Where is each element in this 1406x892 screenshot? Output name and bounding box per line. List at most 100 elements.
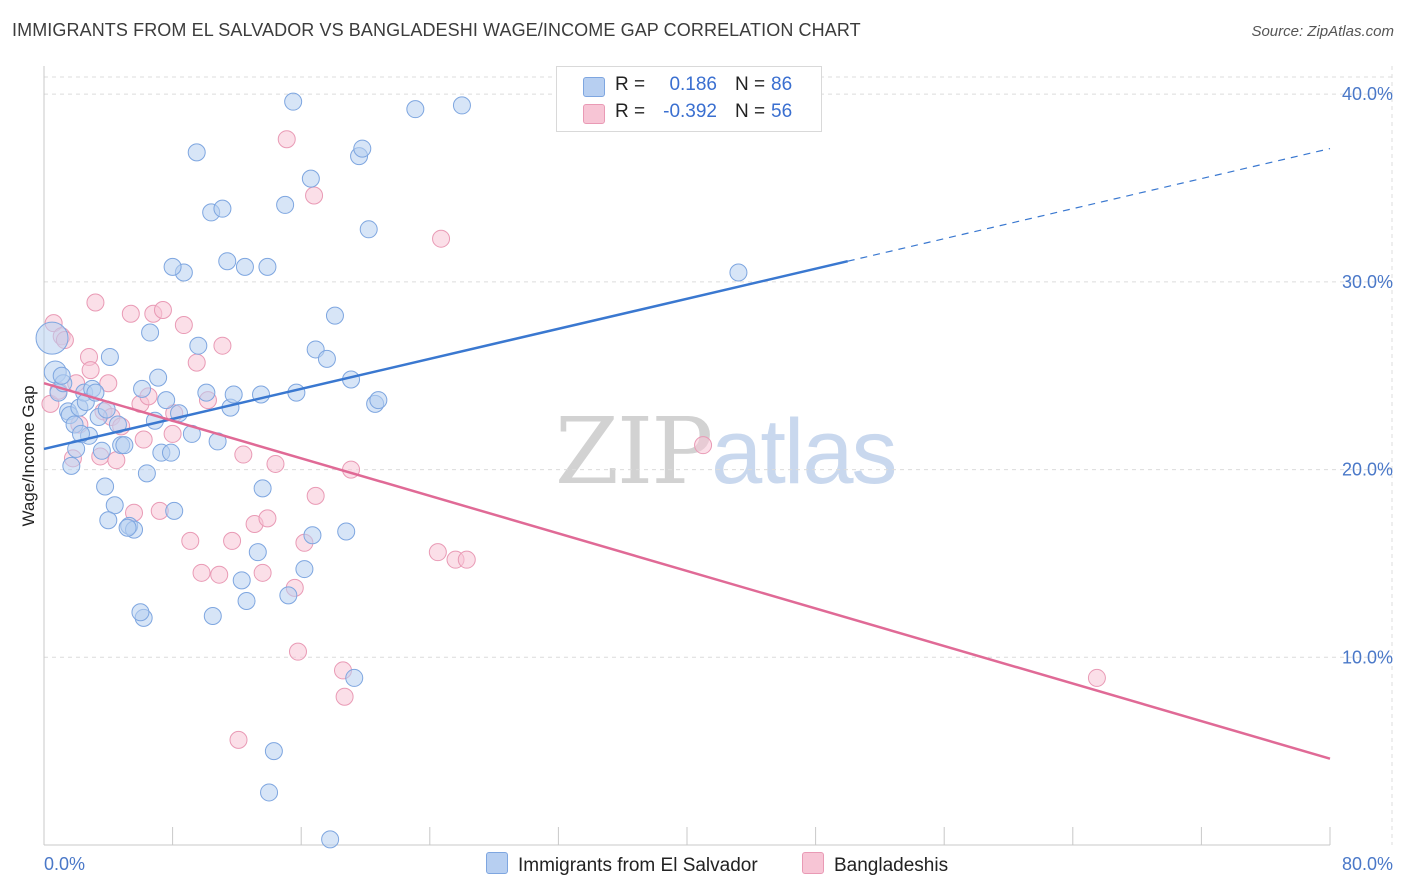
data-point-el-salvador [187, 143, 206, 162]
axes [43, 66, 1331, 846]
data-point-bangladeshis [163, 424, 182, 443]
data-point-el-salvador [248, 543, 267, 562]
data-point-bangladeshis [174, 316, 193, 335]
data-point-bangladeshis [234, 445, 253, 464]
data-point-bangladeshis [305, 186, 324, 205]
data-point-el-salvador [165, 501, 184, 520]
trend-lines [43, 148, 1331, 760]
data-point-el-salvador [369, 391, 388, 410]
data-point-el-salvador [729, 263, 748, 282]
y-tick-label: 20.0% [1342, 460, 1393, 480]
data-point-bangladeshis [253, 563, 272, 582]
legend-swatch-pink [802, 852, 824, 874]
y-tick-label: 40.0% [1342, 84, 1393, 104]
n-label: N = [735, 74, 766, 95]
data-point-bangladeshis [694, 436, 713, 455]
data-point-el-salvador [258, 257, 277, 276]
legend-row-bangladeshis: R = -0.392 N = 56 [557, 101, 821, 127]
correlation-legend: R = 0.186 N = 86 R = -0.392 N = 56 [556, 66, 822, 132]
trend-line-bangladeshis [43, 382, 1331, 760]
data-point-el-salvador [317, 349, 336, 368]
data-point-el-salvador [133, 379, 152, 398]
data-point-el-salvador [118, 518, 137, 537]
data-point-el-salvador [279, 586, 298, 605]
data-point-el-salvador [321, 830, 340, 849]
data-point-el-salvador [131, 603, 150, 622]
data-point-bangladeshis [306, 486, 325, 505]
legend-item-bangladeshis: Bangladeshis [802, 852, 948, 877]
data-point-el-salvador [260, 783, 279, 802]
data-point-bangladeshis [210, 565, 229, 584]
data-point-bangladeshis [223, 531, 242, 550]
data-point-bangladeshis [134, 430, 153, 449]
y-tick-label: 10.0% [1342, 647, 1393, 667]
data-point-el-salvador [137, 464, 156, 483]
data-point-el-salvador [353, 139, 372, 158]
data-point-el-salvador [99, 511, 118, 530]
chart-title: IMMIGRANTS FROM EL SALVADOR VS BANGLADES… [12, 20, 861, 40]
watermark: ZIPatlas [555, 398, 898, 505]
data-point-el-salvador [96, 477, 115, 496]
tick-labels: 10.0% 20.0% 30.0% 40.0% 0.0% 80.0% [44, 84, 1393, 874]
data-point-el-salvador [301, 169, 320, 188]
data-point-el-salvador [303, 526, 322, 545]
data-point-el-salvador [108, 415, 127, 434]
data-point-bangladeshis [153, 301, 172, 320]
data-point-el-salvador [149, 368, 168, 387]
trend-line-el-salvador-extension [847, 148, 1331, 262]
y-tick-label: 30.0% [1342, 272, 1393, 292]
data-point-el-salvador [224, 385, 243, 404]
data-point-el-salvador [253, 479, 272, 498]
el-salvador-points [35, 92, 748, 849]
data-point-bangladeshis [213, 336, 232, 355]
bangladeshis-points [41, 130, 1106, 749]
legend-swatch-blue [486, 852, 508, 874]
data-point-el-salvador [161, 443, 180, 462]
data-point-el-salvador [325, 306, 344, 325]
data-point-bangladeshis [181, 531, 200, 550]
data-point-el-salvador [345, 668, 364, 687]
data-point-el-salvador [157, 391, 176, 410]
data-point-el-salvador [35, 321, 69, 355]
legend-item-el-salvador: Immigrants from El Salvador [486, 852, 758, 877]
data-point-el-salvador [141, 323, 160, 342]
data-point-bangladeshis [335, 687, 354, 706]
data-point-el-salvador [359, 220, 378, 239]
data-point-bangladeshis [457, 550, 476, 569]
source-label: Source: ZipAtlas.com [1251, 23, 1394, 40]
data-point-bangladeshis [107, 451, 126, 470]
watermark-atlas: atlas [711, 401, 897, 503]
watermark-zip: ZIP [555, 398, 713, 505]
data-point-bangladeshis [81, 361, 100, 380]
data-point-el-salvador [337, 522, 356, 541]
n-value: 56 [771, 101, 793, 122]
data-point-el-salvador [284, 92, 303, 111]
data-point-el-salvador [197, 383, 216, 402]
legend-row-el-salvador: R = 0.186 N = 86 [557, 74, 821, 100]
data-point-el-salvador [218, 252, 237, 271]
legend-label: Bangladeshis [834, 855, 949, 876]
data-point-bangladeshis [428, 543, 447, 562]
data-point-el-salvador [232, 571, 251, 590]
data-point-bangladeshis [1087, 668, 1106, 687]
data-point-el-salvador [62, 456, 81, 475]
data-point-bangladeshis [99, 374, 118, 393]
data-point-bangladeshis [86, 293, 105, 312]
data-point-el-salvador [406, 100, 425, 119]
data-point-bangladeshis [192, 563, 211, 582]
r-value: -0.392 [663, 101, 717, 122]
data-point-el-salvador [276, 195, 295, 214]
x-tick-label: 80.0% [1342, 854, 1393, 874]
data-point-bangladeshis [277, 130, 296, 149]
data-point-el-salvador [100, 347, 119, 366]
n-label: N = [735, 101, 766, 122]
data-point-bangladeshis [266, 454, 285, 473]
x-tick-label: 0.0% [44, 854, 85, 874]
legend-swatch-pink [583, 104, 605, 124]
legend-swatch-blue [583, 77, 605, 97]
data-point-bangladeshis [187, 353, 206, 372]
r-value: 0.186 [669, 74, 717, 95]
data-point-el-salvador [52, 366, 71, 385]
data-point-el-salvador [213, 199, 232, 218]
